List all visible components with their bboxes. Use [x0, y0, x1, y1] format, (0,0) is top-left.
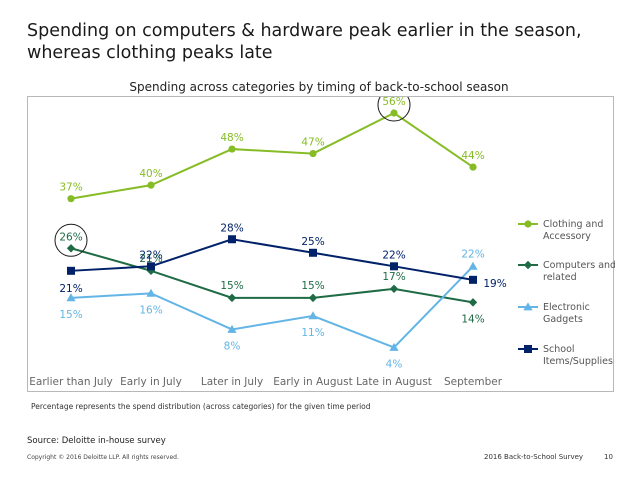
- data-label-electronic-gadgets-2: 16%: [139, 304, 162, 316]
- data-point-electronic-gadgets-5: [389, 342, 399, 351]
- data-point-school-items-supplies-2: [147, 262, 155, 271]
- series-line-clothing-and-accessory: [70, 111, 474, 200]
- data-point-clothing-and-accessory-4: [309, 149, 317, 158]
- data-point-clothing-and-accessory-2: [147, 181, 155, 189]
- data-point-electronic-gadgets-2: [146, 288, 156, 297]
- legend-label-school-items-supplies: School Items/Supplies: [543, 344, 613, 367]
- data-point-computers-and-related-4: [308, 293, 318, 303]
- x-tick-label-6: September: [444, 376, 503, 388]
- data-point-computers-and-related-2: [146, 266, 156, 276]
- data-point-school-items-supplies-1: [67, 266, 75, 275]
- legend-marker-school-items-supplies: [524, 345, 532, 353]
- slide-title-line1: Spending on computers & hardware peak ea…: [27, 21, 582, 41]
- data-label-computers-and-related-2: 21%: [139, 253, 162, 265]
- x-tick-label-1: Earlier than July: [29, 376, 112, 388]
- line-chart: 37% 40% 48% 47% 56% 44% 26% 21% 15% 15% 17% 14% 15% 1…: [29, 97, 615, 388]
- data-point-school-items-supplies-6: [469, 275, 477, 284]
- data-label-clothing-and-accessory-6: 44%: [461, 150, 484, 162]
- data-point-clothing-and-accessory-3: [228, 145, 236, 153]
- data-label-school-items-supplies-5: 22%: [382, 249, 405, 261]
- data-label-school-items-supplies-6: 19%: [483, 278, 506, 290]
- legend-label-computers-and-related: Computers and related: [543, 260, 615, 283]
- chart-title: Spending across categories by timing of …: [129, 80, 509, 94]
- data-label-school-items-supplies-3: 28%: [220, 222, 243, 234]
- data-point-clothing-and-accessory-1: [67, 195, 75, 203]
- copyright-note: Copyright © 2016 Deloitte LLP. All right…: [27, 454, 179, 461]
- legend-marker-electronic-gadgets: [523, 302, 533, 311]
- data-label-electronic-gadgets-3: 8%: [224, 340, 241, 352]
- document-label: 2016 Back-to-School Survey: [484, 453, 584, 461]
- x-tick-label-3: Later in July: [201, 376, 263, 388]
- data-point-computers-and-related-6: [468, 298, 478, 307]
- data-point-clothing-and-accessory-5: [390, 109, 398, 117]
- data-point-computers-and-related-3: [227, 293, 237, 303]
- data-label-electronic-gadgets-5: 4%: [386, 358, 403, 370]
- data-label-electronic-gadgets-4: 11%: [301, 327, 324, 339]
- legend-label-clothing-and-accessory: Clothing and Accessory: [543, 219, 603, 242]
- data-label-school-items-supplies-2: 22%: [139, 249, 162, 261]
- legend-marker-clothing-and-accessory: [524, 220, 532, 228]
- data-label-electronic-gadgets-1: 15%: [59, 309, 82, 321]
- data-point-school-items-supplies-3: [228, 235, 236, 244]
- highlight-circle-2: [377, 97, 411, 122]
- highlight-circle-1: [54, 223, 88, 257]
- data-label-clothing-and-accessory-1: 37%: [59, 182, 82, 194]
- data-point-electronic-gadgets-4: [308, 311, 318, 320]
- data-point-electronic-gadgets-6: [468, 261, 478, 270]
- data-label-school-items-supplies-1: 21%: [59, 283, 82, 295]
- data-point-electronic-gadgets-3: [227, 324, 237, 333]
- data-label-clothing-and-accessory-2: 40%: [139, 168, 162, 180]
- data-label-computers-and-related-1: 26%: [59, 231, 82, 243]
- data-label-computers-and-related-6: 14%: [461, 313, 484, 325]
- x-tick-label-5: Late in August: [356, 376, 432, 388]
- data-point-clothing-and-accessory-6: [469, 163, 477, 171]
- chart-frame: 37% 40% 48% 47% 56% 44% 26% 21% 15% 15% 17% 14% 15% 1…: [27, 96, 615, 392]
- data-label-clothing-and-accessory-3: 48%: [220, 132, 243, 144]
- chart-footnote: Percentage represents the spend distribu…: [31, 402, 371, 411]
- data-label-clothing-and-accessory-4: 47%: [301, 137, 324, 149]
- data-point-electronic-gadgets-1: [66, 293, 76, 302]
- data-label-clothing-and-accessory-5: 56%: [382, 97, 405, 108]
- legend-label-electronic-gadgets: Electronic Gadgets: [543, 302, 590, 325]
- series-line-school-items-supplies: [70, 238, 474, 281]
- slide-title-line2: whereas clothing peaks late: [27, 43, 273, 63]
- data-label-computers-and-related-4: 15%: [301, 280, 324, 292]
- legend-marker-computers-and-related: [523, 260, 533, 270]
- data-point-school-items-supplies-5: [390, 262, 398, 271]
- data-label-computers-and-related-5: 17%: [382, 271, 405, 283]
- x-tick-label-4: Early in August: [273, 376, 353, 388]
- data-label-electronic-gadgets-6: 22%: [461, 248, 484, 260]
- series-line-electronic-gadgets: [70, 265, 474, 349]
- data-point-computers-and-related-1: [66, 244, 76, 253]
- source-note: Source: Deloitte in-house survey: [27, 436, 166, 446]
- data-point-computers-and-related-5: [389, 284, 399, 294]
- data-label-school-items-supplies-4: 25%: [301, 236, 324, 248]
- data-point-school-items-supplies-4: [309, 248, 317, 257]
- slide-title: Spending on computers & hardware peak ea…: [27, 20, 627, 64]
- page-number: 10: [604, 453, 613, 461]
- x-tick-label-2: Early in July: [120, 376, 182, 388]
- data-label-computers-and-related-3: 15%: [220, 280, 243, 292]
